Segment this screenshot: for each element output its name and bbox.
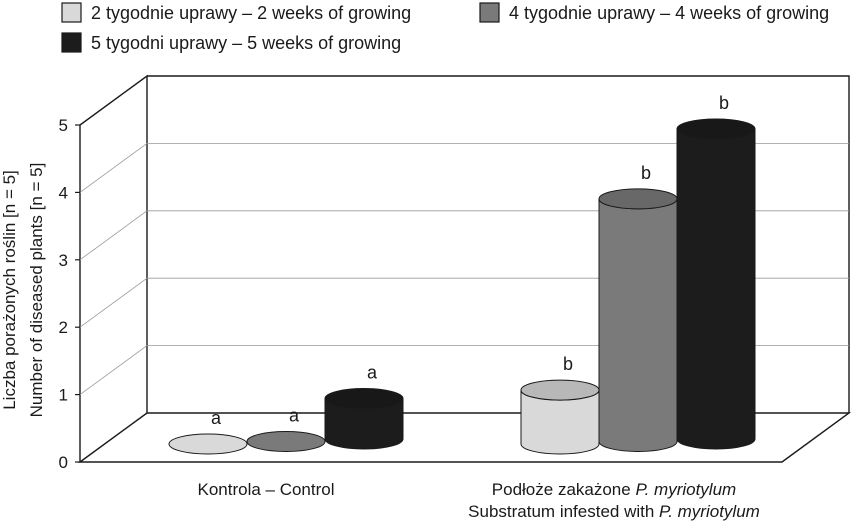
bar-body — [598, 198, 678, 452]
y-tick-label: 5 — [59, 116, 68, 135]
floor — [77, 412, 852, 463]
legend-label: 2 tygodnie uprawy – 2 weeks of growing — [91, 3, 411, 23]
gridline-side — [79, 143, 148, 193]
bar-body — [676, 128, 756, 450]
legend-swatch — [479, 2, 500, 23]
bar-top — [324, 388, 404, 410]
left-wall — [79, 74, 148, 462]
gridline-side — [79, 345, 148, 395]
bar: b — [520, 354, 600, 455]
legend-item: 5 tygodni uprawy – 5 weeks of growing — [61, 32, 401, 53]
bar: a — [168, 408, 248, 455]
x-tick-label: Podłoże zakażone P. myriotylum — [492, 480, 736, 499]
bar: a — [324, 363, 404, 450]
bar-top — [520, 379, 600, 401]
bar-top — [168, 433, 248, 455]
y-tick-label: 0 — [59, 453, 68, 472]
y-tick-label: 3 — [59, 251, 68, 270]
legend-label: 5 tygodni uprawy – 5 weeks of growing — [91, 33, 401, 53]
y-tick-label: 4 — [59, 183, 68, 202]
back-wall — [147, 75, 850, 413]
gridline-side — [79, 210, 148, 261]
bar-significance-label: a — [367, 363, 378, 383]
y-tick-label: 1 — [59, 386, 68, 405]
bar-significance-label: a — [289, 406, 300, 426]
x-axis: Kontrola – Control Podłoże zakażone P. my… — [197, 480, 759, 521]
x-tick-label: Substratum infested with P. myriotylum — [468, 502, 760, 521]
bar: b — [676, 93, 756, 450]
gridline-side — [79, 277, 148, 328]
legend-item: 4 tygodnie uprawy – 4 weeks of growing — [479, 2, 829, 23]
legend-swatch — [61, 32, 82, 53]
bar-top — [676, 118, 756, 140]
bar-top — [246, 431, 326, 452]
legend-item: 2 tygodnie uprawy – 2 weeks of growing — [61, 2, 411, 23]
legend-label: 4 tygodnie uprawy – 4 weeks of growing — [509, 3, 829, 23]
bar-significance-label: b — [719, 93, 729, 113]
legend-swatch — [61, 2, 82, 23]
plot-walls — [77, 74, 852, 463]
bar-significance-label: b — [641, 163, 651, 183]
y-axis-title-line-1: Liczba porażonych roślin [n = 5] — [0, 170, 19, 410]
y-axis-title-line-2: Number of diseased plants [n = 5] — [27, 163, 46, 418]
legend: 2 tygodnie uprawy – 2 weeks of growing 4 … — [61, 2, 829, 53]
bars: a a a b b b — [168, 93, 756, 455]
y-tick-label: 2 — [59, 318, 68, 337]
y-axis: 0 1 2 3 4 5 Liczba porażonych roślin [n = 5] Nu… — [0, 116, 80, 472]
bar: b — [598, 163, 678, 452]
bar-top — [598, 188, 678, 210]
x-tick-label: Kontrola – Control — [197, 480, 334, 499]
bar: a — [246, 406, 326, 452]
bar-significance-label: b — [563, 354, 573, 374]
bar-significance-label: a — [211, 408, 222, 428]
